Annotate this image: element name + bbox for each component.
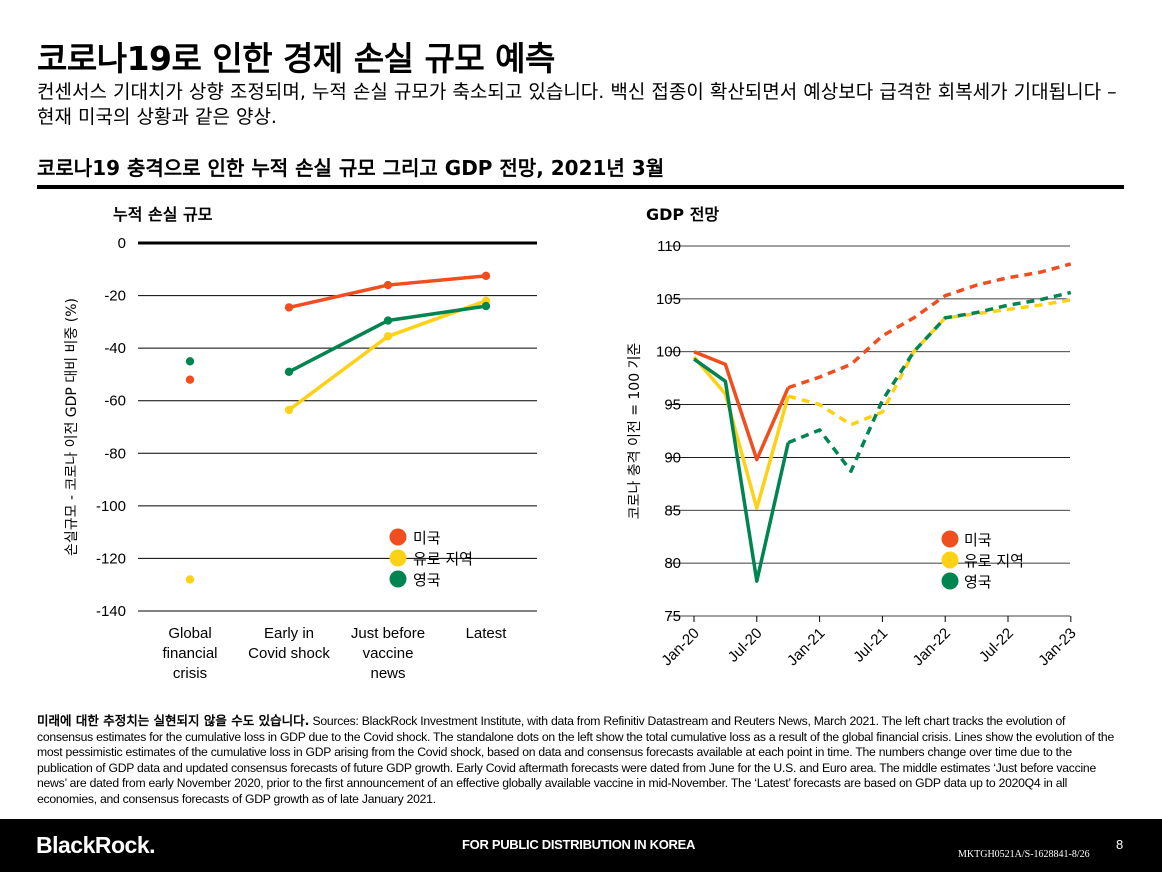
left-data-point-us (284, 303, 294, 312)
left-y-tick-label: -40 (104, 340, 126, 357)
left-data-point-us (481, 271, 491, 281)
right-series-forecast-uk (787, 290, 1072, 473)
right-legend-marker-uk (941, 572, 959, 590)
right-x-tick-label: Jan-22 (910, 625, 954, 669)
right-panel-title: GDP 전망 (646, 205, 719, 224)
source-text: Sources: BlackRock Investment Institute,… (37, 714, 1114, 806)
left-x-category-label: Global (168, 625, 211, 642)
left-data-point-uk (185, 357, 195, 366)
footer-bar: BlackRock. FOR PUBLIC DISTRIBUTION IN KO… (0, 819, 1162, 872)
right-legend-marker-euro (941, 551, 959, 569)
left-data-point-uk (481, 301, 491, 311)
left-legend-label-us: 미국 (413, 529, 441, 547)
right-x-tick-label: Jul-20 (725, 625, 766, 666)
page-title: 코로나19로 인한 경제 손실 규모 예측 (37, 39, 555, 78)
right-y-tick-label: 85 (664, 502, 681, 519)
left-data-point-euro (185, 575, 195, 584)
left-legend-label-uk: 영국 (413, 571, 441, 589)
right-y-tick-label: 75 (664, 608, 681, 625)
left-x-category-label: news (370, 665, 405, 682)
source-disclaimer: 미래에 대한 추정치는 실현되지 않을 수도 있습니다. (37, 713, 310, 728)
right-x-tick-label: Jan-23 (1035, 625, 1079, 669)
page-subtitle: 컨센서스 기대치가 상향 조정되며, 누적 손실 규모가 축소되고 있습니다. … (37, 81, 1117, 128)
right-y-tick-label: 90 (664, 449, 681, 466)
blackrock-logo: BlackRock. (36, 832, 156, 858)
left-legend-marker-uk (389, 570, 407, 588)
distribution-label: FOR PUBLIC DISTRIBUTION IN KOREA (462, 837, 696, 852)
left-y-tick-label: -80 (104, 445, 126, 462)
left-y-tick-label: 0 (118, 235, 126, 252)
right-y-tick-label: 80 (664, 555, 681, 572)
right-legend-label-uk: 영국 (964, 573, 992, 591)
right-legend-label-euro: 유로 지역 (964, 552, 1024, 570)
left-y-axis-label: 손실규모 - 코로나 이전 GDP 대비 비중 (%) (64, 298, 80, 556)
right-series-actual-euro (692, 355, 790, 510)
right-legend-marker-us (941, 530, 959, 548)
left-x-category-label: Early in (264, 625, 314, 642)
charts-canvas: 누적 손실 규모 0 -20 -40 -60 -80 -100 -120 -140 손실규모 - … (64, 205, 1080, 682)
left-x-category-label: Latest (466, 625, 508, 642)
left-data-point-euro (383, 332, 393, 341)
right-series-actual-uk (692, 357, 790, 583)
left-legend-marker-us (389, 528, 407, 546)
right-y-tick-label: 95 (664, 397, 681, 414)
right-y-tick-label: 105 (656, 291, 681, 308)
document-code: MKTGH0521A/S-1628841-8/26 (958, 849, 1090, 860)
left-series-line-us (288, 274, 487, 310)
right-legend-label-us: 미국 (964, 531, 992, 549)
left-y-tick-label: -120 (96, 550, 126, 567)
chart-title: 코로나19 충격으로 인한 누적 손실 규모 그리고 GDP 전망, 2021년… (37, 156, 665, 180)
title-rule (37, 185, 1124, 189)
right-x-tick-label: Jul-21 (850, 625, 891, 666)
left-y-tick-label: -140 (96, 603, 126, 620)
left-panel-title: 누적 손실 규모 (113, 205, 213, 224)
left-x-category-label: vaccine (363, 645, 414, 662)
left-data-point-us (185, 375, 195, 384)
left-x-category-label: Covid shock (248, 645, 330, 662)
left-data-point-euro (284, 405, 294, 415)
right-y-axis-label: 코로나 충격 이전 = 100 기준 (627, 343, 643, 520)
right-y-tick-label: 110 (657, 238, 681, 255)
left-y-tick-label: -100 (96, 498, 126, 515)
left-data-point-uk (284, 367, 294, 376)
right-x-tick-label: Jan-20 (658, 625, 702, 669)
left-y-tick-label: -60 (104, 393, 126, 410)
right-x-tick-label: Jul-22 (976, 625, 1017, 666)
left-x-category-label: Just before (351, 625, 425, 642)
left-legend-label-euro: 유로 지역 (413, 550, 473, 568)
left-x-category-label: financial (162, 645, 217, 662)
page-number: 8 (1116, 837, 1124, 852)
left-legend-marker-euro (389, 549, 407, 567)
left-y-tick-label: -20 (104, 288, 126, 305)
right-y-tick-label: 100 (656, 344, 681, 361)
source-note: 미래에 대한 추정치는 실현되지 않을 수도 있습니다. Sources: Bl… (37, 713, 1122, 808)
left-data-point-us (383, 280, 393, 290)
left-x-category-label: crisis (173, 665, 207, 682)
right-x-tick-label: Jan-21 (784, 625, 828, 669)
left-data-point-uk (383, 316, 393, 325)
right-series-forecast-us (787, 262, 1072, 390)
right-series-actual-us (693, 350, 790, 462)
right-series-forecast-euro (787, 298, 1072, 427)
